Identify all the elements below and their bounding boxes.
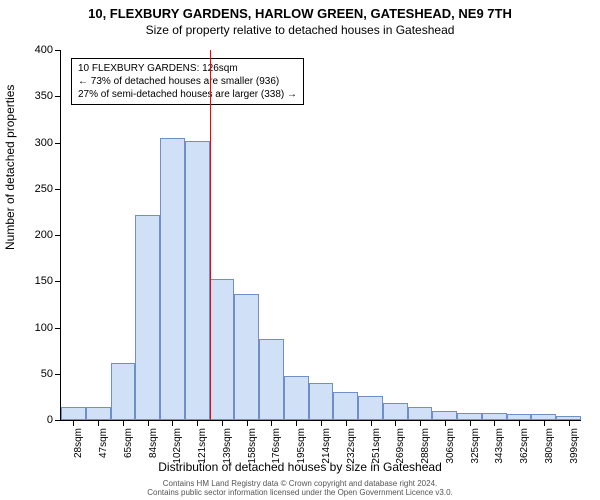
histogram-bar	[383, 403, 408, 420]
histogram-bar	[86, 407, 111, 420]
x-tick	[197, 420, 198, 426]
x-tick	[420, 420, 421, 426]
histogram-bar	[234, 294, 259, 420]
footer-line-1: Contains HM Land Registry data © Crown c…	[0, 479, 600, 489]
x-tick-label: 28sqm	[73, 428, 84, 458]
x-tick-label: 343sqm	[494, 428, 505, 464]
y-tick	[55, 189, 61, 190]
x-tick-label: 269sqm	[395, 428, 406, 464]
x-tick	[470, 420, 471, 426]
plot-area: 10 FLEXBURY GARDENS: 126sqm ← 73% of det…	[60, 50, 581, 421]
y-tick	[55, 96, 61, 97]
annotation-box: 10 FLEXBURY GARDENS: 126sqm ← 73% of det…	[71, 58, 304, 105]
y-tick	[55, 420, 61, 421]
histogram-bar	[210, 279, 235, 420]
x-tick-label: 232sqm	[346, 428, 357, 464]
x-tick	[569, 420, 570, 426]
y-tick-label: 150	[35, 275, 53, 287]
x-tick	[222, 420, 223, 426]
histogram-bar	[111, 363, 136, 420]
y-tick-label: 50	[41, 368, 53, 380]
x-tick	[98, 420, 99, 426]
x-tick-label: 158sqm	[247, 428, 258, 464]
x-tick	[494, 420, 495, 426]
footer-line-2: Contains public sector information licen…	[0, 488, 600, 498]
x-tick-label: 399sqm	[569, 428, 580, 464]
histogram-bar	[408, 407, 433, 420]
x-tick-label: 214sqm	[321, 428, 332, 464]
x-tick-label: 251sqm	[371, 428, 382, 464]
x-tick	[172, 420, 173, 426]
x-tick-label: 139sqm	[222, 428, 233, 464]
x-tick	[346, 420, 347, 426]
x-tick	[321, 420, 322, 426]
y-tick-label: 0	[47, 414, 53, 426]
histogram-bar	[309, 383, 334, 420]
annotation-line-3: 27% of semi-detached houses are larger (…	[78, 88, 297, 101]
chart-container: 10, FLEXBURY GARDENS, HARLOW GREEN, GATE…	[0, 0, 600, 500]
x-tick	[544, 420, 545, 426]
x-tick-label: 176sqm	[271, 428, 282, 464]
chart-title: 10, FLEXBURY GARDENS, HARLOW GREEN, GATE…	[0, 0, 600, 21]
x-tick	[395, 420, 396, 426]
footer-text: Contains HM Land Registry data © Crown c…	[0, 479, 600, 498]
x-tick	[123, 420, 124, 426]
reference-line	[210, 50, 211, 420]
x-tick-label: 306sqm	[445, 428, 456, 464]
histogram-bar	[284, 376, 309, 420]
x-tick-label: 325sqm	[470, 428, 481, 464]
x-tick	[247, 420, 248, 426]
y-axis-title: Number of detached properties	[3, 85, 17, 250]
x-tick	[73, 420, 74, 426]
y-tick	[55, 235, 61, 236]
y-tick	[55, 50, 61, 51]
x-tick	[519, 420, 520, 426]
y-tick-label: 250	[35, 183, 53, 195]
x-tick	[445, 420, 446, 426]
y-tick-label: 300	[35, 137, 53, 149]
y-tick-label: 200	[35, 229, 53, 241]
y-tick-label: 350	[35, 90, 53, 102]
x-tick-label: 195sqm	[296, 428, 307, 464]
x-tick-label: 47sqm	[98, 428, 109, 458]
x-tick-label: 102sqm	[172, 428, 183, 464]
x-tick-label: 84sqm	[148, 428, 159, 458]
annotation-line-2: ← 73% of detached houses are smaller (93…	[78, 75, 297, 88]
y-tick	[55, 281, 61, 282]
y-tick	[55, 143, 61, 144]
x-tick-label: 380sqm	[544, 428, 555, 464]
histogram-bar	[61, 407, 86, 420]
histogram-bar	[259, 339, 284, 420]
histogram-bar	[160, 138, 185, 420]
y-tick-label: 100	[35, 322, 53, 334]
histogram-bar	[135, 215, 160, 420]
y-tick	[55, 328, 61, 329]
annotation-line-1: 10 FLEXBURY GARDENS: 126sqm	[78, 62, 297, 75]
histogram-bar	[333, 392, 358, 420]
x-tick-label: 121sqm	[197, 428, 208, 464]
histogram-bar	[358, 396, 383, 420]
x-tick-label: 288sqm	[420, 428, 431, 464]
x-tick	[271, 420, 272, 426]
chart-subtitle: Size of property relative to detached ho…	[0, 21, 600, 37]
histogram-bar	[457, 413, 482, 420]
x-tick-label: 362sqm	[519, 428, 530, 464]
x-tick	[371, 420, 372, 426]
histogram-bar	[185, 141, 210, 420]
y-tick	[55, 374, 61, 375]
histogram-bar	[432, 411, 457, 420]
y-tick-label: 400	[35, 44, 53, 56]
histogram-bar	[482, 413, 507, 420]
x-axis-title: Distribution of detached houses by size …	[0, 460, 600, 474]
x-tick-label: 65sqm	[123, 428, 134, 458]
x-tick	[296, 420, 297, 426]
x-tick	[148, 420, 149, 426]
